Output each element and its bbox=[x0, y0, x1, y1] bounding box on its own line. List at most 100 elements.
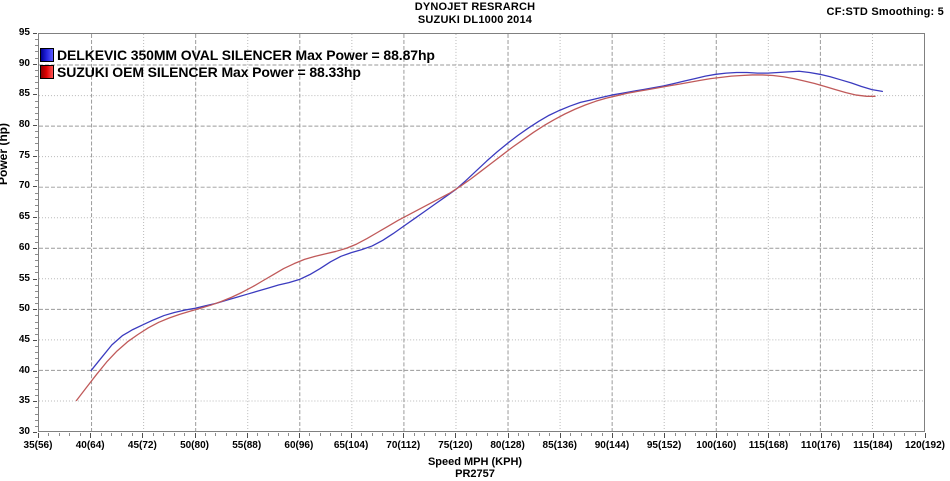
chart-title: DYNOJET RESRARCH SUZUKI DL1000 2014 bbox=[0, 1, 950, 27]
x-minor-tick bbox=[382, 433, 384, 436]
x-minor-tick bbox=[841, 433, 843, 436]
x-minor-tick bbox=[111, 433, 113, 436]
x-minor-tick bbox=[288, 433, 290, 436]
y-tick-label: 75 bbox=[18, 149, 30, 161]
x-minor-tick bbox=[893, 433, 895, 436]
x-minor-tick bbox=[267, 433, 269, 436]
x-tick-mark bbox=[298, 433, 300, 438]
x-tick-mark bbox=[768, 433, 770, 438]
y-minor-tick bbox=[35, 407, 38, 409]
y-minor-tick bbox=[35, 352, 38, 354]
y-minor-tick bbox=[35, 260, 38, 262]
y-minor-tick bbox=[35, 204, 38, 206]
x-minor-tick bbox=[799, 433, 801, 436]
y-minor-tick bbox=[35, 82, 38, 84]
y-minor-tick bbox=[35, 346, 38, 348]
x-minor-tick bbox=[831, 433, 833, 436]
y-minor-tick bbox=[35, 382, 38, 384]
y-tick-mark bbox=[33, 370, 37, 372]
x-tick-label: 35(56) bbox=[23, 440, 53, 451]
x-tick-label: 70(112) bbox=[386, 440, 421, 451]
x-tick-mark bbox=[559, 433, 561, 438]
x-minor-tick bbox=[58, 433, 60, 436]
x-minor-tick bbox=[632, 433, 634, 436]
y-tick-label: 95 bbox=[18, 27, 30, 38]
y-tick-mark bbox=[33, 247, 37, 249]
x-tick-mark bbox=[611, 433, 613, 438]
x-tick-mark bbox=[246, 433, 248, 438]
x-minor-tick bbox=[319, 433, 321, 436]
y-minor-tick bbox=[35, 100, 38, 102]
x-minor-tick bbox=[444, 433, 446, 436]
x-minor-tick bbox=[392, 433, 394, 436]
x-minor-tick bbox=[163, 433, 165, 436]
x-tick-label: 80(128) bbox=[490, 440, 525, 451]
y-minor-tick bbox=[35, 389, 38, 391]
y-tick-mark bbox=[33, 401, 37, 403]
y-minor-tick bbox=[35, 425, 38, 427]
x-minor-tick bbox=[549, 433, 551, 436]
x-minor-tick bbox=[424, 433, 426, 436]
y-minor-tick bbox=[35, 272, 38, 274]
x-tick-label: 100(160) bbox=[696, 440, 737, 451]
y-tick-label: 45 bbox=[18, 333, 30, 345]
y-minor-tick bbox=[35, 69, 38, 71]
x-minor-tick bbox=[914, 433, 916, 436]
x-minor-tick bbox=[789, 433, 791, 436]
correction-factor-label: CF:STD Smoothing: 5 bbox=[826, 6, 944, 18]
x-tick-mark bbox=[872, 433, 874, 438]
x-minor-tick bbox=[413, 433, 415, 436]
y-tick-label: 70 bbox=[18, 180, 30, 192]
x-minor-tick bbox=[653, 433, 655, 436]
y-tick-label: 35 bbox=[18, 395, 30, 407]
y-minor-tick bbox=[35, 143, 38, 145]
y-minor-tick bbox=[35, 333, 38, 335]
y-tick-mark bbox=[33, 94, 37, 96]
x-minor-tick bbox=[883, 433, 885, 436]
y-minor-tick bbox=[35, 296, 38, 298]
x-minor-tick bbox=[309, 433, 311, 436]
x-minor-tick bbox=[465, 433, 467, 436]
x-minor-tick bbox=[184, 433, 186, 436]
y-minor-tick bbox=[35, 241, 38, 243]
x-minor-tick bbox=[518, 433, 520, 436]
data-curves bbox=[75, 70, 884, 402]
y-minor-tick bbox=[35, 321, 38, 323]
y-minor-tick bbox=[35, 327, 38, 329]
x-minor-tick bbox=[173, 433, 175, 436]
y-tick-mark bbox=[33, 278, 37, 280]
x-tick-label: 60(96) bbox=[284, 440, 314, 451]
x-minor-tick bbox=[705, 433, 707, 436]
x-tick-mark bbox=[664, 433, 666, 438]
x-tick-label: 75(120) bbox=[438, 440, 473, 451]
y-minor-tick bbox=[35, 168, 38, 170]
y-tick-mark bbox=[33, 217, 37, 219]
y-minor-tick bbox=[35, 253, 38, 255]
x-tick-label: 115(184) bbox=[853, 440, 893, 451]
y-minor-tick bbox=[35, 180, 38, 182]
y-minor-tick bbox=[35, 149, 38, 151]
y-minor-tick bbox=[35, 39, 38, 41]
x-minor-tick bbox=[371, 433, 373, 436]
y-minor-tick bbox=[35, 395, 38, 397]
x-tick-label: 40(64) bbox=[75, 440, 105, 451]
x-minor-tick bbox=[622, 433, 624, 436]
x-minor-tick bbox=[121, 433, 123, 436]
chart-title-line2: SUZUKI DL1000 2014 bbox=[417, 14, 533, 26]
y-minor-tick bbox=[35, 174, 38, 176]
x-minor-tick bbox=[643, 433, 645, 436]
x-minor-tick bbox=[225, 433, 227, 436]
x-minor-tick bbox=[278, 433, 279, 436]
x-minor-tick bbox=[591, 433, 593, 436]
y-minor-tick bbox=[35, 266, 38, 268]
x-minor-tick bbox=[486, 433, 488, 436]
y-tick-label: 80 bbox=[18, 119, 30, 131]
y-tick-label: 50 bbox=[18, 303, 30, 315]
y-tick-label: 65 bbox=[18, 211, 30, 223]
x-minor-tick bbox=[778, 433, 780, 436]
y-tick-mark bbox=[33, 63, 37, 65]
x-minor-tick bbox=[538, 433, 540, 436]
y-tick-label: 40 bbox=[18, 364, 30, 376]
x-minor-tick bbox=[747, 433, 749, 436]
